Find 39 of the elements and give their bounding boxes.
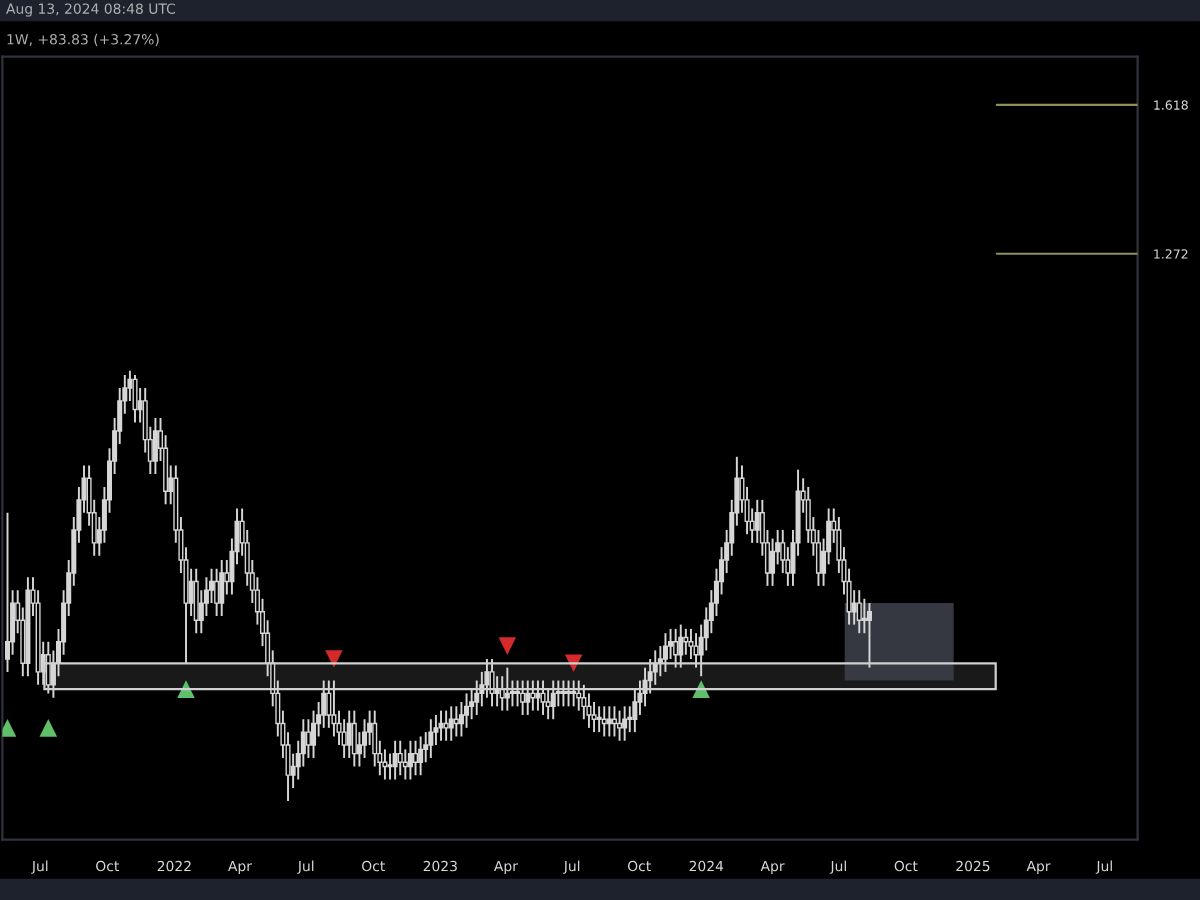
candlestick — [856, 589, 862, 635]
candlestick — [341, 718, 347, 759]
candlestick — [362, 718, 368, 759]
candlestick — [402, 748, 408, 781]
candlestick — [596, 705, 602, 734]
candlestick — [346, 709, 352, 759]
candlestick — [428, 718, 434, 759]
candlestick — [418, 735, 424, 777]
candlestick — [305, 718, 311, 759]
candlestick — [448, 705, 454, 742]
candlestick — [458, 701, 464, 738]
point — [2, 719, 17, 737]
candlestick — [214, 567, 220, 617]
candlestick — [770, 537, 776, 587]
candlestick — [443, 709, 449, 742]
candlestick — [606, 705, 612, 738]
candlestick — [407, 739, 413, 781]
candlestick — [311, 709, 317, 759]
candlestick — [397, 739, 403, 777]
candlestick — [591, 701, 597, 734]
candlestick — [372, 709, 378, 768]
candlestick — [453, 705, 459, 738]
candlestick — [413, 739, 419, 777]
candlestick — [219, 559, 225, 617]
candlestick — [392, 739, 398, 781]
candlestick — [622, 705, 628, 742]
candlestick — [351, 709, 357, 768]
candlestick — [611, 705, 617, 738]
candlestick — [601, 705, 607, 738]
candlestick — [132, 374, 138, 424]
candlestick — [193, 567, 199, 635]
candlestick — [438, 709, 444, 742]
candlestick — [152, 417, 158, 475]
point — [325, 650, 343, 668]
candlestick — [617, 709, 623, 742]
point — [498, 637, 517, 655]
point — [39, 719, 58, 737]
candlestick — [382, 748, 388, 781]
candlestick — [4, 511, 11, 673]
